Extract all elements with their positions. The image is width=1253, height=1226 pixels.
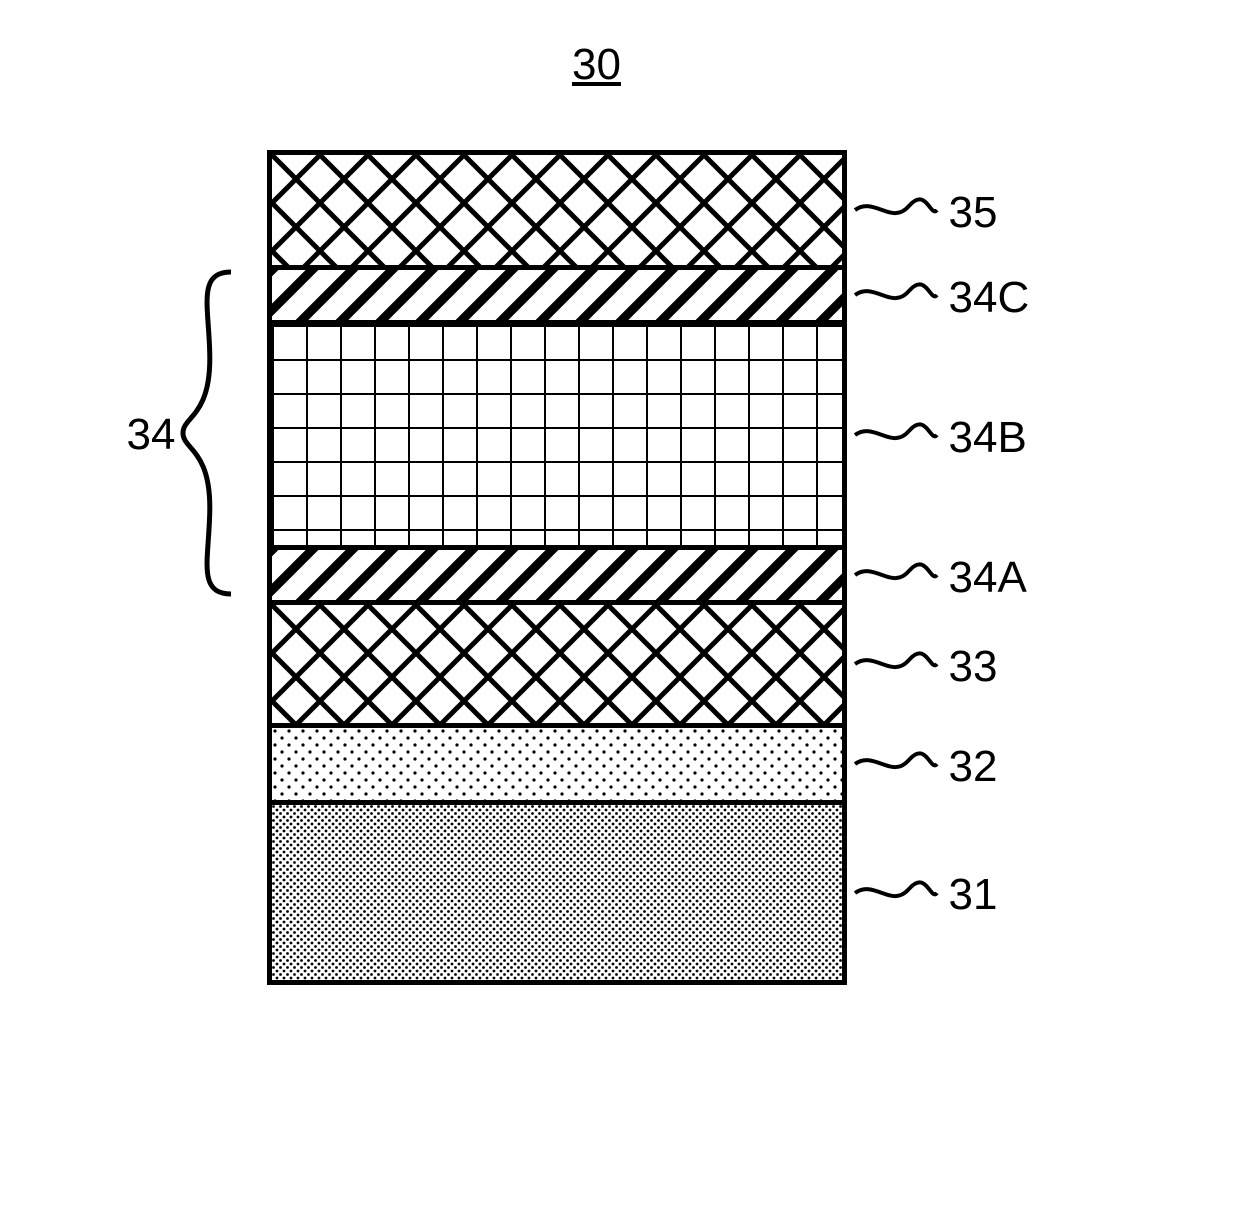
label-row-31: 31 <box>847 869 998 922</box>
label-row-34A: 34A <box>847 551 1027 604</box>
label-text-34B: 34B <box>949 413 1027 463</box>
label-text-34C: 34C <box>949 273 1030 323</box>
layer-34C <box>267 270 847 325</box>
brace-icon <box>179 268 235 603</box>
layer-34A <box>267 550 847 605</box>
group-label: 34 <box>127 410 176 460</box>
layer-32 <box>267 728 847 805</box>
label-text-34A: 34A <box>949 553 1027 603</box>
label-text-35: 35 <box>949 188 998 238</box>
layer-31 <box>267 805 847 985</box>
leader-32 <box>853 740 939 793</box>
figure-title: 30 <box>67 40 1127 90</box>
label-column: 35 34C 34B 34A 33 32 31 <box>847 150 1127 985</box>
label-text-32: 32 <box>949 742 998 792</box>
label-row-32: 32 <box>847 740 998 793</box>
diagram-row: 34 <box>127 150 1127 985</box>
label-row-35: 35 <box>847 186 998 239</box>
layer-35 <box>267 150 847 270</box>
label-text-33: 33 <box>949 642 998 692</box>
layer-34B <box>267 325 847 550</box>
layer-33 <box>267 605 847 728</box>
leader-34A <box>853 551 939 604</box>
leader-35 <box>853 186 939 239</box>
label-row-33: 33 <box>847 640 998 693</box>
group-brace-column: 34 <box>127 150 267 985</box>
label-text-31: 31 <box>949 870 998 920</box>
leader-33 <box>853 640 939 693</box>
figure-30: 30 34 <box>127 40 1127 985</box>
leader-34C <box>853 271 939 324</box>
label-row-34C: 34C <box>847 271 1030 324</box>
leader-31 <box>853 869 939 922</box>
layer-stack <box>267 150 847 985</box>
group-brace: 34 <box>127 270 267 600</box>
leader-34B <box>853 411 939 464</box>
label-row-34B: 34B <box>847 411 1027 464</box>
